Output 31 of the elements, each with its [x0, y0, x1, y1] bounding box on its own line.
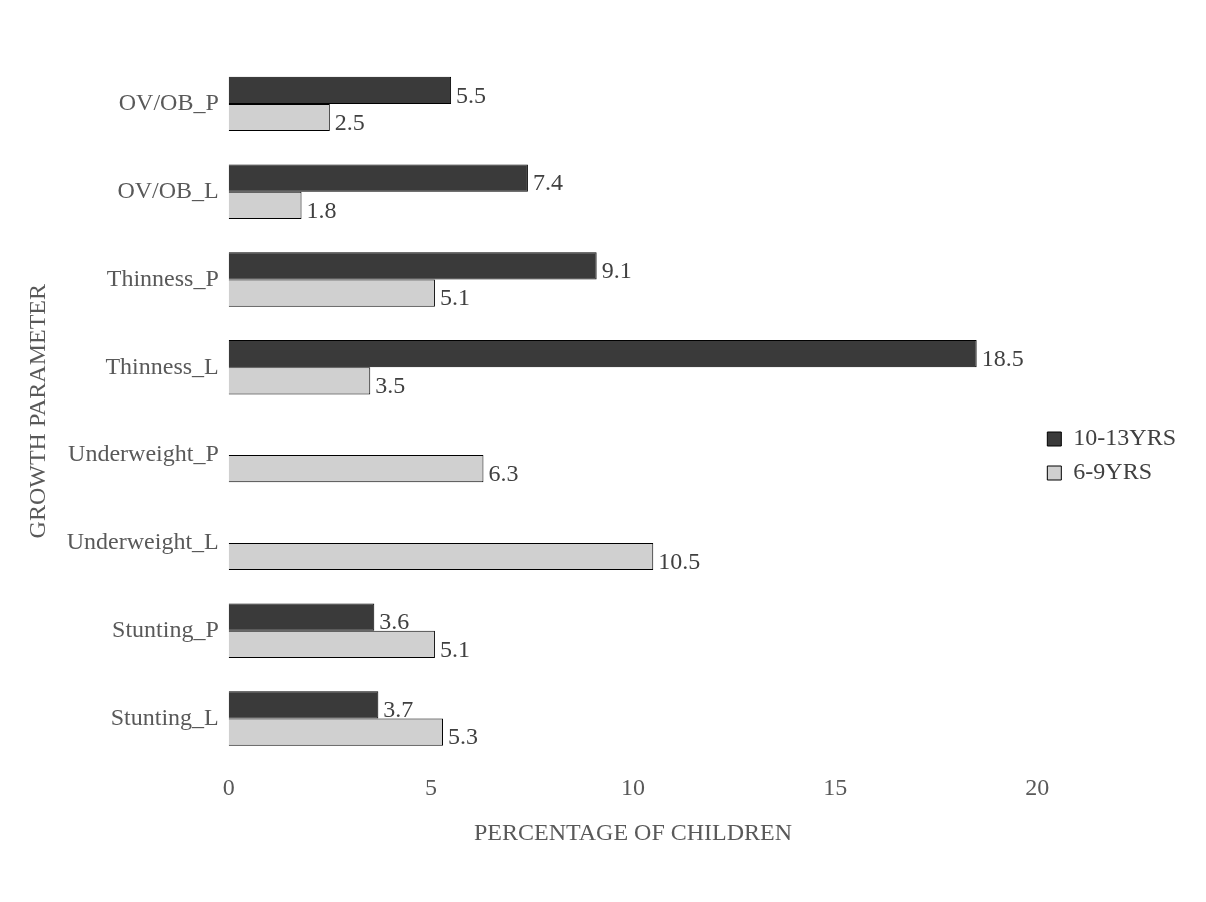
data-label: 9.1 — [601, 257, 632, 284]
data-label: 2.5 — [334, 108, 365, 135]
data-label: 5.5 — [456, 81, 487, 108]
data-label: 18.5 — [981, 344, 1024, 371]
x-tick-label: 5 — [424, 774, 437, 801]
data-label: 1.8 — [306, 196, 337, 223]
y-tick-label: Underweight_L — [66, 528, 219, 555]
data-label: 3.7 — [383, 696, 414, 723]
y-tick-label: Thinness_P — [106, 264, 219, 291]
data-label: 7.4 — [532, 169, 563, 196]
data-label: 5.1 — [439, 284, 470, 311]
y-tick-label: Thinness_L — [105, 352, 219, 379]
y-axis-title: GROWTH PARAMETER — [23, 283, 50, 539]
legend-label: 10-13YRS — [1073, 424, 1177, 451]
data-label: 3.6 — [379, 608, 410, 635]
y-tick-label: Stunting_L — [110, 703, 219, 730]
x-tick-label: 10 — [621, 774, 646, 801]
y-tick-label: OV/OB_P — [118, 89, 219, 116]
data-label: 6.3 — [488, 460, 519, 487]
x-axis-title: PERCENTAGE OF CHILDREN — [473, 818, 793, 845]
data-label: 3.5 — [375, 372, 406, 399]
data-label: 5.1 — [439, 635, 470, 662]
y-tick-label: Underweight_P — [68, 440, 219, 467]
x-tick-label: 15 — [823, 774, 848, 801]
legend-label: 6-9YRS — [1073, 458, 1153, 485]
data-label: 10.5 — [658, 547, 701, 574]
y-tick-label: OV/OB_L — [117, 177, 219, 203]
x-tick-label: 20 — [1025, 774, 1050, 801]
x-tick-label: 0 — [222, 774, 235, 801]
y-tick-label: Stunting_P — [112, 616, 219, 642]
data-label: 5.3 — [448, 723, 479, 750]
